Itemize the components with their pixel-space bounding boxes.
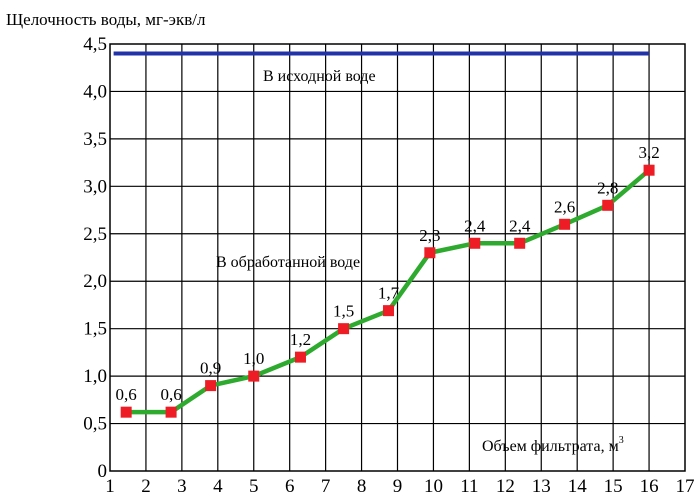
data-label-8: 2,4: [464, 216, 486, 235]
data-label-9: 2,4: [509, 216, 531, 235]
data-point-4: [294, 351, 306, 363]
y-tick-0: 0: [98, 461, 108, 482]
x-tick-13: 13: [532, 476, 551, 494]
data-point-9: [514, 237, 526, 249]
data-point-5: [338, 323, 350, 335]
data-point-11: [602, 199, 614, 211]
y-tick-8: 4,0: [83, 81, 107, 102]
data-labels: 0,6 0,6 0,9 1,0 1,2 1,5 1,7 2,3 2,4 2,4 2,6 2,8 3,2: [116, 143, 660, 404]
data-label-3: 1,0: [243, 349, 264, 368]
data-point-10: [559, 218, 571, 230]
y-tick-5: 2,5: [83, 224, 107, 245]
tick-labels: 1 2 3 4 5 6 7 8 9 10 11 12 13 14 15 16 1700,51,01,52,02,…: [83, 34, 694, 494]
x-tick-9: 9: [393, 476, 403, 494]
x-tick-8: 8: [357, 476, 367, 494]
x-tick-11: 11: [460, 476, 478, 494]
data-label-2: 0,9: [200, 359, 221, 378]
x-axis-label: Объем фильтрата, м3: [482, 435, 624, 455]
legend-treated-water: В обработанной воде: [216, 254, 360, 271]
y-tick-4: 2,0: [83, 271, 107, 292]
data-label-1: 0,6: [160, 385, 181, 404]
x-tick-2: 2: [141, 476, 151, 494]
x-tick-5: 5: [249, 476, 259, 494]
x-tick-7: 7: [321, 476, 331, 494]
data-point-3: [248, 370, 260, 382]
data-label-7: 2,3: [419, 226, 440, 245]
data-point-2: [205, 380, 217, 392]
data-point-0: [120, 406, 132, 418]
y-tick-9: 4,5: [83, 34, 107, 55]
y-tick-7: 3,5: [83, 129, 107, 150]
data-label-10: 2,6: [554, 197, 575, 216]
x-tick-4: 4: [213, 476, 223, 494]
series: [113, 51, 655, 418]
data-label-11: 2,8: [597, 178, 618, 197]
data-label-0: 0,6: [116, 385, 137, 404]
y-tick-3: 1,5: [83, 319, 107, 340]
x-tick-14: 14: [568, 476, 588, 494]
y-tick-1: 0,5: [83, 414, 107, 435]
data-point-1: [165, 406, 177, 418]
x-axis-label-sup: 3: [619, 435, 624, 446]
data-point-6: [383, 305, 395, 317]
x-tick-6: 6: [285, 476, 295, 494]
x-tick-15: 15: [604, 476, 623, 494]
y-tick-6: 3,0: [83, 176, 107, 197]
axes: [109, 43, 686, 472]
data-label-5: 1,5: [333, 302, 354, 321]
data-label-12: 3,2: [638, 143, 659, 162]
data-label-6: 1,7: [378, 284, 400, 303]
x-tick-17: 17: [676, 476, 695, 494]
x-tick-10: 10: [424, 476, 443, 494]
data-point-12: [643, 164, 655, 176]
x-tick-3: 3: [177, 476, 187, 494]
legend-source-water: В исходной воде: [263, 68, 376, 85]
data-point-8: [469, 237, 481, 249]
x-tick-16: 16: [640, 476, 659, 494]
y-tick-2: 1,0: [83, 366, 107, 387]
x-axis-label-text: Объем фильтрата, м: [482, 438, 619, 455]
y-axis-label: Щелочность воды, мг-экв/л: [6, 10, 206, 29]
data-label-4: 1,2: [290, 330, 311, 349]
data-point-7: [424, 247, 436, 259]
x-tick-1: 1: [105, 476, 115, 494]
x-tick-12: 12: [496, 476, 515, 494]
grid: [110, 44, 685, 471]
plot-frame: [109, 43, 686, 472]
